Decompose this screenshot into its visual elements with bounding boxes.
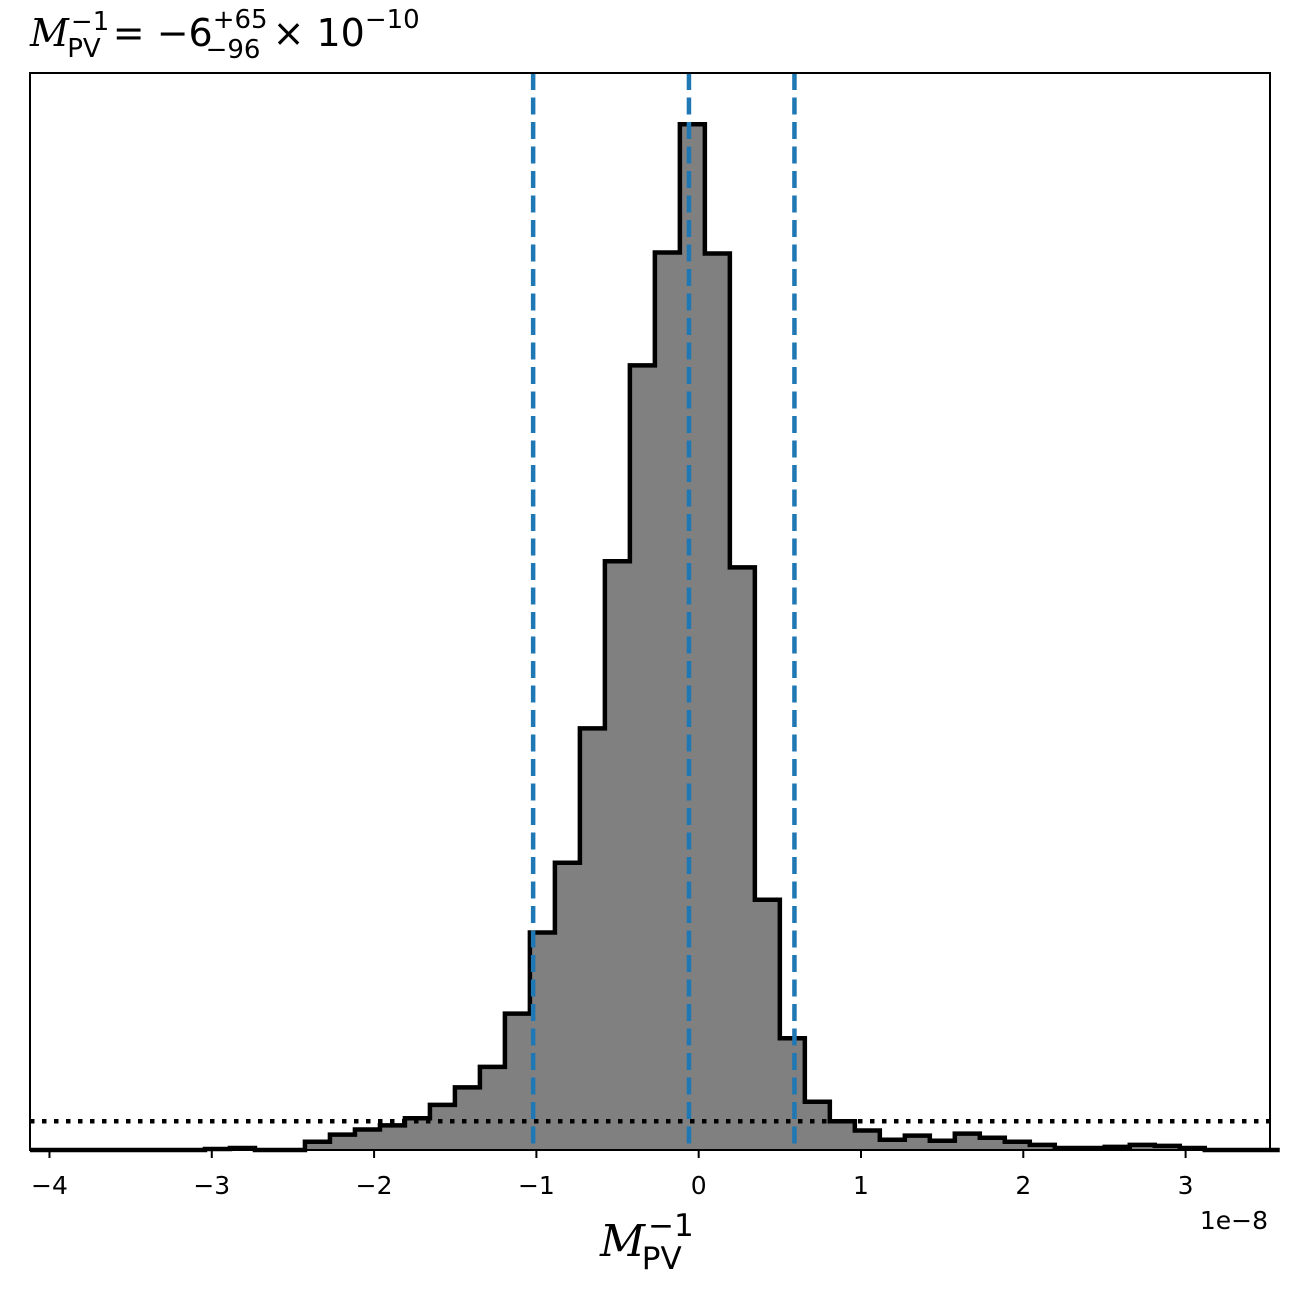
histogram-bar — [679, 124, 706, 1150]
x-tick-label: 2 — [1015, 1171, 1031, 1200]
histogram-bar — [379, 1125, 406, 1150]
histogram-bar — [579, 728, 606, 1150]
x-offset-label: 1e−8 — [1200, 1206, 1268, 1235]
axes-frame — [29, 72, 1271, 1151]
title-eq: = −6 — [101, 11, 213, 55]
x-tick-label: −3 — [193, 1171, 230, 1200]
histogram-bar — [479, 1066, 506, 1150]
histogram-bars — [204, 124, 1206, 1151]
histogram-bar — [979, 1137, 1006, 1150]
title-err-minus: −96 — [206, 35, 261, 65]
x-axis-label: M−1 PV — [599, 1208, 694, 1277]
title-exp: −10 — [365, 5, 420, 35]
x-tick-label: −4 — [31, 1171, 68, 1200]
histogram-bar — [879, 1139, 906, 1150]
quantile-lines — [530, 73, 797, 1150]
x-tick-label: 1 — [853, 1171, 869, 1200]
histogram-bar — [954, 1133, 981, 1150]
x-tick-label: −2 — [356, 1171, 393, 1200]
histogram-bar — [504, 1013, 531, 1150]
title-err-plus: +65 — [213, 5, 268, 35]
histogram-bar — [454, 1087, 481, 1150]
title-symbol: M — [29, 11, 70, 55]
histogram-bar — [904, 1135, 931, 1150]
histogram-bar — [1004, 1141, 1031, 1150]
histogram-bar — [704, 253, 731, 1151]
histogram-bar — [629, 365, 656, 1150]
histogram-bar — [754, 899, 781, 1150]
histogram-bar — [804, 1101, 831, 1150]
histogram-bar — [304, 1141, 331, 1150]
histogram-bar — [654, 252, 681, 1150]
x-tick-label: 3 — [1178, 1171, 1194, 1200]
histogram-bar — [1029, 1144, 1056, 1150]
title-sub: PV — [67, 34, 101, 64]
title-times: × 10 — [260, 11, 364, 55]
histogram-bar — [329, 1134, 356, 1150]
title-sup: −1 — [71, 7, 109, 37]
xlabel-sup: −1 — [648, 1208, 694, 1244]
histogram-outline — [30, 122, 1280, 1153]
histogram-bar — [929, 1140, 956, 1150]
x-tick-label: −1 — [518, 1171, 555, 1200]
xlabel-symbol: M — [599, 1216, 646, 1267]
chart-title: M−1 PV = −6+65 −96 × 10−10 — [29, 5, 420, 65]
histogram-bar — [829, 1121, 856, 1150]
histogram-bar — [429, 1104, 456, 1150]
x-tick-label: 0 — [691, 1171, 707, 1200]
xlabel-sub: PV — [642, 1241, 682, 1277]
histogram-bar — [1129, 1144, 1156, 1150]
histogram-bar — [604, 561, 631, 1150]
plot-area: −4 −3 −2 −1 0 1 2 3 — [29, 72, 1280, 1200]
x-axis-ticks: −4 −3 −2 −1 0 1 2 3 — [31, 1150, 1194, 1200]
histogram-bar — [354, 1129, 381, 1150]
histogram-bar — [854, 1130, 881, 1150]
histogram-bar — [729, 567, 756, 1150]
histogram-bar — [554, 862, 581, 1150]
